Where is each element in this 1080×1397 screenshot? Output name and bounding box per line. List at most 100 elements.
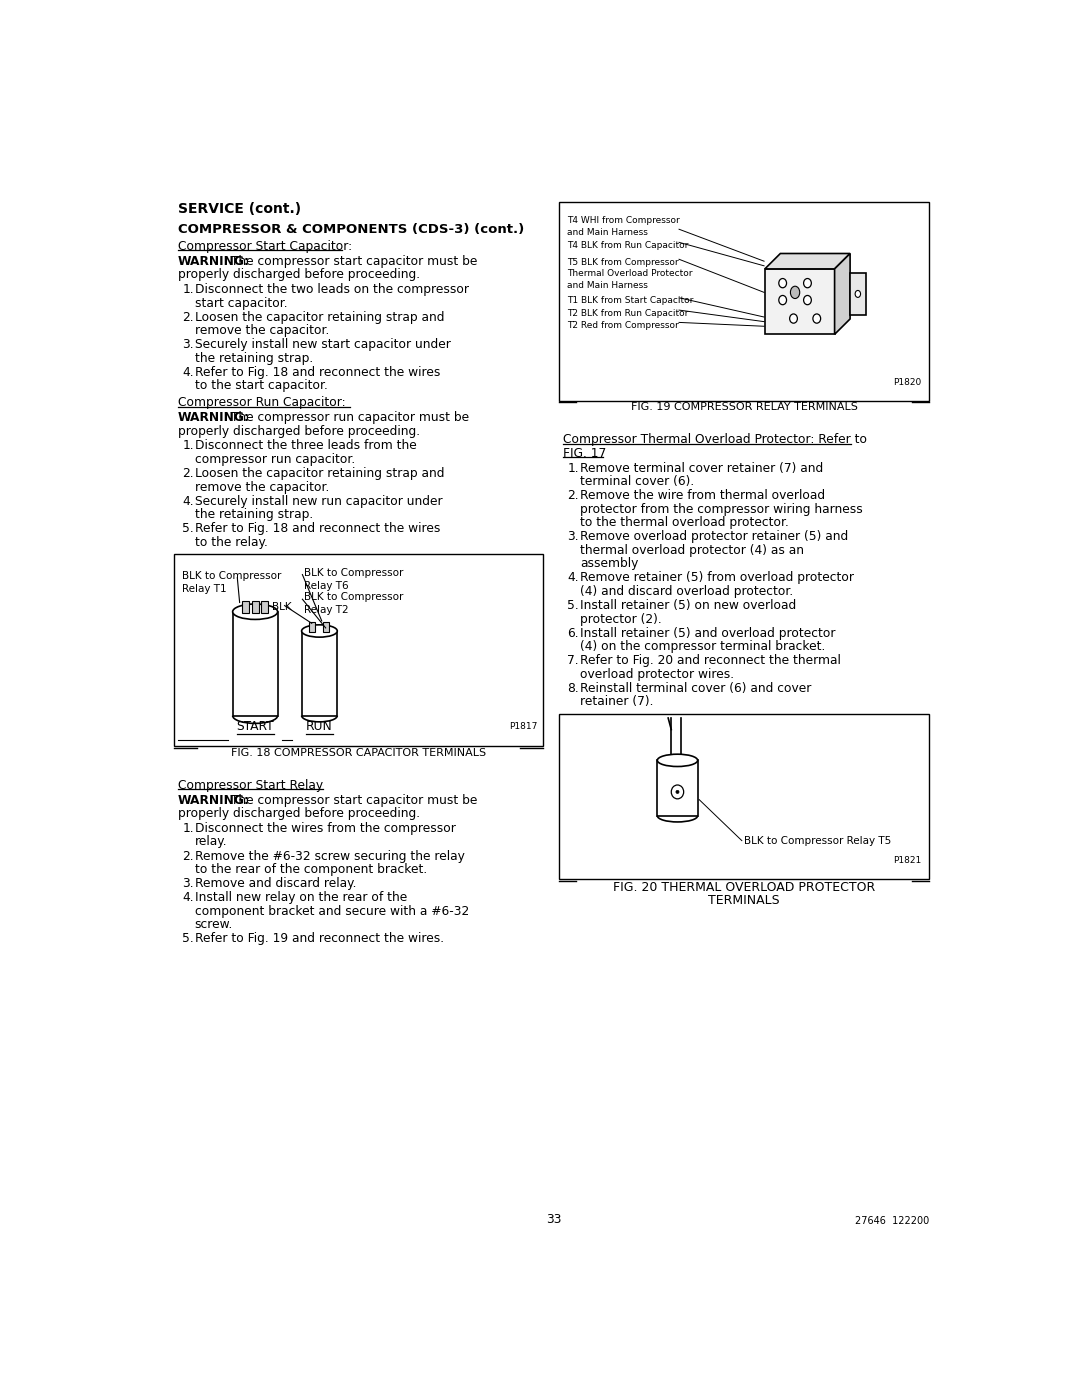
- Text: (4) and discard overload protector.: (4) and discard overload protector.: [580, 585, 793, 598]
- Text: the retaining strap.: the retaining strap.: [194, 509, 313, 521]
- Bar: [242, 601, 249, 612]
- Text: BLK to Compressor: BLK to Compressor: [303, 567, 403, 578]
- Text: Remove the #6-32 screw securing the relay: Remove the #6-32 screw securing the rela…: [194, 849, 464, 862]
- Text: WARNING:: WARNING:: [177, 793, 249, 806]
- Text: Securely install new run capacitor under: Securely install new run capacitor under: [194, 495, 443, 507]
- Text: properly discharged before proceeding.: properly discharged before proceeding.: [177, 807, 420, 820]
- Text: SERVICE (cont.): SERVICE (cont.): [177, 203, 300, 217]
- Ellipse shape: [804, 295, 811, 305]
- Text: Refer to Fig. 18 and reconnect the wires: Refer to Fig. 18 and reconnect the wires: [194, 366, 440, 379]
- Bar: [174, 555, 543, 746]
- Text: 2.: 2.: [183, 467, 194, 481]
- Text: protector (2).: protector (2).: [580, 612, 662, 626]
- Text: 2.: 2.: [183, 849, 194, 862]
- Text: remove the capacitor.: remove the capacitor.: [194, 324, 329, 337]
- Text: compressor run capacitor.: compressor run capacitor.: [194, 453, 355, 467]
- Text: Compressor Start Capacitor:: Compressor Start Capacitor:: [177, 240, 352, 253]
- Text: FIG. 19 COMPRESSOR RELAY TERMINALS: FIG. 19 COMPRESSOR RELAY TERMINALS: [631, 402, 858, 412]
- Bar: [658, 760, 698, 816]
- Bar: [261, 601, 268, 612]
- Text: 5.: 5.: [183, 932, 194, 946]
- Text: 2.: 2.: [183, 310, 194, 324]
- Text: Disconnect the wires from the compressor: Disconnect the wires from the compressor: [194, 821, 456, 835]
- Text: Remove overload protector retainer (5) and: Remove overload protector retainer (5) a…: [580, 531, 848, 543]
- Text: FIG. 18 COMPRESSOR CAPACITOR TERMINALS: FIG. 18 COMPRESSOR CAPACITOR TERMINALS: [231, 747, 486, 759]
- Text: 2.: 2.: [567, 489, 579, 502]
- Text: Relay T6: Relay T6: [303, 581, 349, 591]
- Ellipse shape: [789, 314, 797, 323]
- Text: thermal overload protector (4) as an: thermal overload protector (4) as an: [580, 543, 804, 557]
- Text: P1817: P1817: [509, 722, 537, 731]
- Polygon shape: [765, 253, 850, 268]
- Ellipse shape: [804, 278, 811, 288]
- Text: 1.: 1.: [567, 461, 579, 475]
- Text: 4.: 4.: [567, 571, 579, 584]
- Text: Compressor Thermal Overload Protector: Refer to: Compressor Thermal Overload Protector: R…: [563, 433, 867, 446]
- Text: Disconnect the two leads on the compressor: Disconnect the two leads on the compress…: [194, 284, 469, 296]
- Text: T4 BLK from Run Capacitor: T4 BLK from Run Capacitor: [567, 240, 688, 250]
- Text: Remove the wire from thermal overload: Remove the wire from thermal overload: [580, 489, 825, 502]
- Ellipse shape: [676, 791, 679, 793]
- Text: 6.: 6.: [567, 627, 579, 640]
- Bar: [309, 622, 315, 631]
- Text: 5.: 5.: [183, 522, 194, 535]
- Text: assembly: assembly: [580, 557, 638, 570]
- Bar: [301, 631, 337, 715]
- Text: to the thermal overload protector.: to the thermal overload protector.: [580, 515, 788, 529]
- Text: WARNING:: WARNING:: [177, 254, 249, 268]
- Ellipse shape: [658, 754, 698, 767]
- Text: The compressor start capacitor must be: The compressor start capacitor must be: [227, 793, 477, 806]
- Text: P1821: P1821: [893, 856, 921, 865]
- Text: terminal cover (6).: terminal cover (6).: [580, 475, 694, 488]
- Text: to the start capacitor.: to the start capacitor.: [194, 380, 327, 393]
- Text: 4.: 4.: [183, 495, 194, 507]
- Text: T1 BLK from Start Capacitor: T1 BLK from Start Capacitor: [567, 296, 693, 305]
- Text: properly discharged before proceeding.: properly discharged before proceeding.: [177, 425, 420, 437]
- Text: retainer (7).: retainer (7).: [580, 696, 653, 708]
- Text: Remove terminal cover retainer (7) and: Remove terminal cover retainer (7) and: [580, 461, 823, 475]
- Text: screw.: screw.: [194, 918, 233, 932]
- Text: 3.: 3.: [567, 531, 579, 543]
- Text: The compressor run capacitor must be: The compressor run capacitor must be: [227, 411, 469, 425]
- Text: Securely install new start capacitor under: Securely install new start capacitor und…: [194, 338, 450, 352]
- Bar: [232, 612, 278, 715]
- Ellipse shape: [779, 295, 786, 305]
- Text: 5.: 5.: [567, 599, 579, 612]
- Text: Remove retainer (5) from overload protector: Remove retainer (5) from overload protec…: [580, 571, 854, 584]
- Text: to the relay.: to the relay.: [194, 536, 268, 549]
- Text: overload protector wires.: overload protector wires.: [580, 668, 734, 680]
- Text: T2 BLK from Run Capacitor: T2 BLK from Run Capacitor: [567, 309, 688, 317]
- Text: BLK to Compressor: BLK to Compressor: [181, 571, 281, 581]
- Text: P1820: P1820: [893, 379, 921, 387]
- Text: to the rear of the component bracket.: to the rear of the component bracket.: [194, 863, 427, 876]
- Text: protector from the compressor wiring harness: protector from the compressor wiring har…: [580, 503, 863, 515]
- Text: start capacitor.: start capacitor.: [194, 296, 287, 310]
- Text: Refer to Fig. 20 and reconnect the thermal: Refer to Fig. 20 and reconnect the therm…: [580, 654, 840, 668]
- Text: 27646  122200: 27646 122200: [855, 1217, 930, 1227]
- Text: 3.: 3.: [183, 338, 194, 352]
- Text: 7.: 7.: [567, 654, 579, 668]
- Text: BLK: BLK: [272, 602, 292, 612]
- Text: Relay T2: Relay T2: [303, 605, 349, 615]
- Bar: [252, 601, 258, 612]
- Text: Refer to Fig. 18 and reconnect the wires: Refer to Fig. 18 and reconnect the wires: [194, 522, 440, 535]
- Text: Reinstall terminal cover (6) and cover: Reinstall terminal cover (6) and cover: [580, 682, 811, 694]
- Text: The compressor start capacitor must be: The compressor start capacitor must be: [227, 254, 477, 268]
- Text: (4) on the compressor terminal bracket.: (4) on the compressor terminal bracket.: [580, 640, 825, 654]
- Ellipse shape: [813, 314, 821, 323]
- Text: T2 Red from Compressor: T2 Red from Compressor: [567, 321, 678, 330]
- Bar: [559, 714, 930, 879]
- Text: remove the capacitor.: remove the capacitor.: [194, 481, 329, 493]
- Text: 33: 33: [545, 1214, 562, 1227]
- Text: 1.: 1.: [183, 821, 194, 835]
- Text: properly discharged before proceeding.: properly discharged before proceeding.: [177, 268, 420, 281]
- Text: Loosen the capacitor retaining strap and: Loosen the capacitor retaining strap and: [194, 467, 444, 481]
- Ellipse shape: [301, 624, 337, 637]
- Text: and Main Harness: and Main Harness: [567, 228, 648, 236]
- Text: the retaining strap.: the retaining strap.: [194, 352, 313, 365]
- Text: BLK to Compressor: BLK to Compressor: [303, 592, 403, 602]
- Ellipse shape: [232, 604, 278, 619]
- Ellipse shape: [791, 286, 799, 299]
- Text: T5 BLK from Compressor: T5 BLK from Compressor: [567, 257, 678, 267]
- Text: Thermal Overload Protector: Thermal Overload Protector: [567, 270, 692, 278]
